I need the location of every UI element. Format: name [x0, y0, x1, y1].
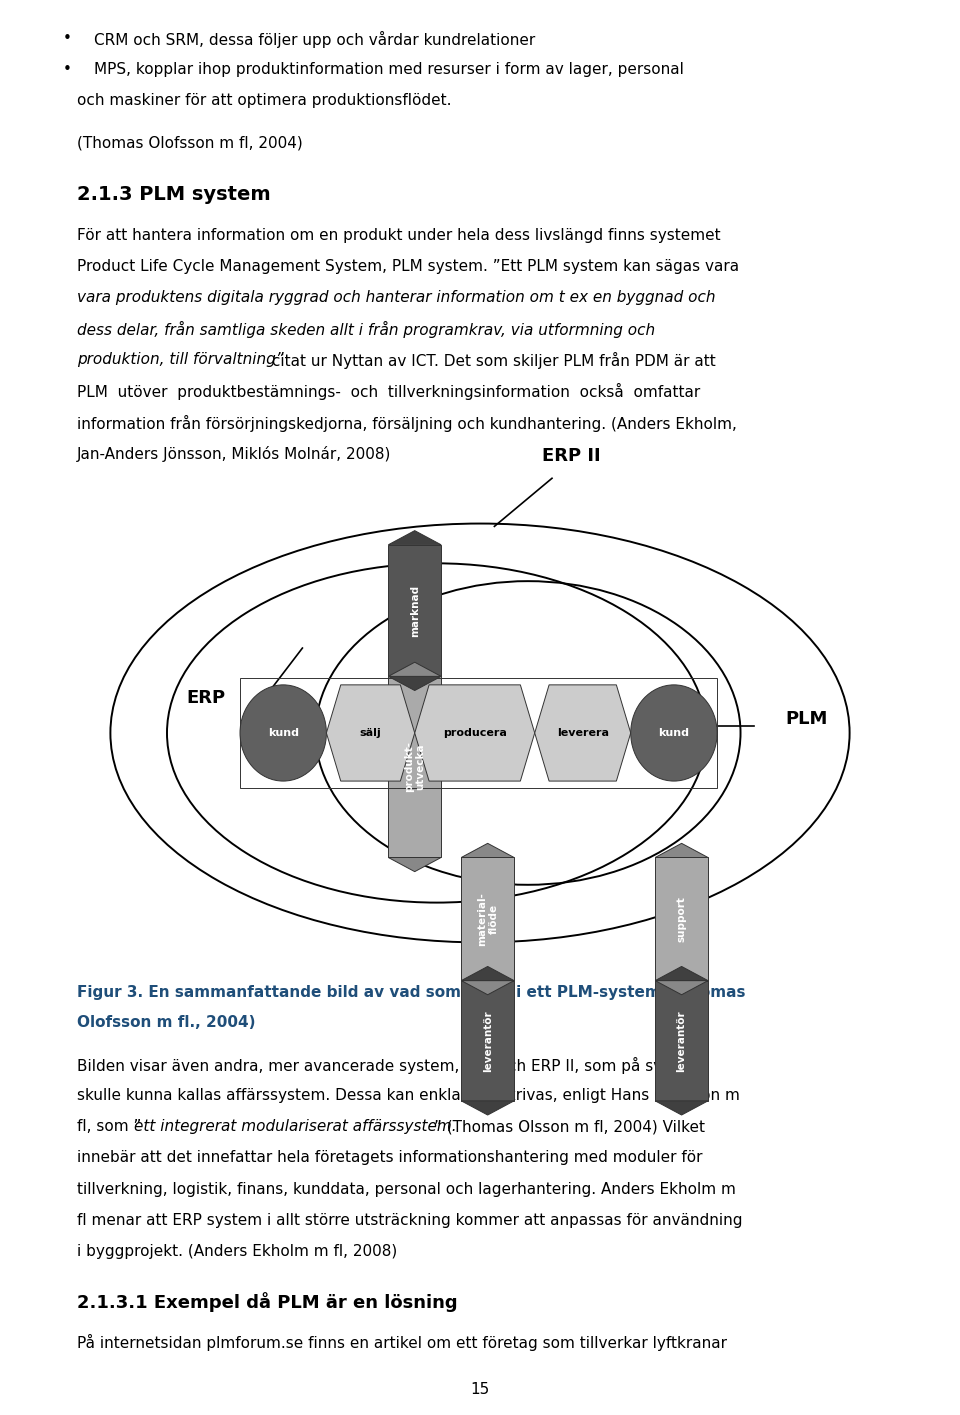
Text: kund: kund: [268, 727, 299, 739]
Text: •: •: [62, 31, 71, 47]
Polygon shape: [461, 843, 514, 857]
Text: Figur 3. En sammanfattande bild av vad som ingår i ett PLM-system. (Thomas: Figur 3. En sammanfattande bild av vad s…: [77, 983, 745, 1000]
Text: fl menar att ERP system i allt större utsträckning kommer att anpassas för använ: fl menar att ERP system i allt större ut…: [77, 1213, 742, 1228]
Polygon shape: [461, 1101, 514, 1115]
FancyBboxPatch shape: [461, 981, 514, 1101]
FancyBboxPatch shape: [388, 676, 441, 857]
Text: marknad: marknad: [410, 584, 420, 637]
Text: Olofsson m fl., 2004): Olofsson m fl., 2004): [77, 1015, 255, 1030]
Text: 2.1.3 PLM system: 2.1.3 PLM system: [77, 185, 271, 204]
Polygon shape: [388, 662, 442, 676]
Polygon shape: [388, 531, 442, 545]
Text: PLM  utöver  produktbestämnings-  och  tillverkningsinformation  också  omfattar: PLM utöver produktbestämnings- och tillv…: [77, 383, 700, 400]
Polygon shape: [535, 685, 631, 781]
Polygon shape: [655, 966, 708, 981]
Text: leverera: leverera: [557, 727, 609, 739]
Text: producera: producera: [443, 727, 507, 739]
Text: leverantör: leverantör: [483, 1010, 492, 1071]
Text: Bilden visar även andra, mer avancerade system, ERP och ERP II, som på svenska: Bilden visar även andra, mer avancerade …: [77, 1057, 708, 1074]
Text: PLM: PLM: [785, 710, 828, 727]
Text: material-
flöde: material- flöde: [477, 891, 498, 947]
Text: skulle kunna kallas affärssystem. Dessa kan enklast beskrivas, enligt Hans Olofs: skulle kunna kallas affärssystem. Dessa …: [77, 1088, 739, 1104]
Text: Jan-Anders Jönsson, Miklós Molnár, 2008): Jan-Anders Jönsson, Miklós Molnár, 2008): [77, 446, 391, 461]
FancyBboxPatch shape: [655, 857, 708, 981]
Text: produkt-
utvecka: produkt- utvecka: [404, 741, 425, 792]
Polygon shape: [461, 981, 514, 995]
Text: produktion, till förvaltning”: produktion, till förvaltning”: [77, 352, 283, 368]
Text: innebär att det innefattar hela företagets informationshantering med moduler för: innebär att det innefattar hela företage…: [77, 1150, 703, 1166]
Text: ERP: ERP: [187, 689, 226, 706]
Polygon shape: [461, 966, 514, 981]
Text: citat ur Nyttan av ICT. Det som skiljer PLM från PDM är att: citat ur Nyttan av ICT. Det som skiljer …: [267, 352, 715, 369]
Text: och maskiner för att optimera produktionsflödet.: och maskiner för att optimera produktion…: [77, 93, 451, 109]
Text: fl, som ”: fl, som ”: [77, 1119, 141, 1135]
Polygon shape: [655, 843, 708, 857]
Text: vara produktens digitala ryggrad och hanterar information om t ex en byggnad och: vara produktens digitala ryggrad och han…: [77, 290, 715, 306]
Text: MPS, kopplar ihop produktinformation med resurser i form av lager, personal: MPS, kopplar ihop produktinformation med…: [94, 62, 684, 78]
Text: information från försörjningskedjorna, försäljning och kundhantering. (Anders Ek: information från försörjningskedjorna, f…: [77, 415, 736, 432]
Text: •: •: [62, 62, 71, 78]
Text: support: support: [677, 896, 686, 942]
FancyBboxPatch shape: [655, 981, 708, 1101]
FancyBboxPatch shape: [461, 857, 514, 981]
Text: dess delar, från samtliga skeden allt i från programkrav, via utformning och: dess delar, från samtliga skeden allt i …: [77, 321, 655, 338]
Text: ett integrerat modulariserat affärssystem.: ett integrerat modulariserat affärssyste…: [134, 1119, 457, 1135]
Text: sälj: sälj: [360, 727, 381, 739]
Text: 15: 15: [470, 1382, 490, 1397]
Text: kund: kund: [659, 727, 689, 739]
Text: På internetsidan plmforum.se finns en artikel om ett företag som tillverkar lyft: På internetsidan plmforum.se finns en ar…: [77, 1334, 727, 1351]
Ellipse shape: [631, 685, 717, 781]
Polygon shape: [655, 1101, 708, 1115]
Text: i byggprojekt. (Anders Ekholm m fl, 2008): i byggprojekt. (Anders Ekholm m fl, 2008…: [77, 1244, 397, 1259]
FancyBboxPatch shape: [388, 545, 441, 676]
Polygon shape: [388, 676, 442, 691]
Text: För att hantera information om en produkt under hela dess livslängd finns system: För att hantera information om en produk…: [77, 228, 720, 243]
Text: leverantör: leverantör: [677, 1010, 686, 1071]
Ellipse shape: [240, 685, 326, 781]
Text: CRM och SRM, dessa följer upp och vårdar kundrelationer: CRM och SRM, dessa följer upp och vårdar…: [94, 31, 536, 48]
Text: 2.1.3.1 Exempel då PLM är en lösning: 2.1.3.1 Exempel då PLM är en lösning: [77, 1292, 457, 1312]
Text: (Thomas Olofsson m fl, 2004): (Thomas Olofsson m fl, 2004): [77, 136, 302, 151]
Polygon shape: [415, 685, 535, 781]
Polygon shape: [388, 857, 442, 872]
Polygon shape: [326, 685, 415, 781]
Polygon shape: [655, 981, 708, 995]
Text: Product Life Cycle Management System, PLM system. ”Ett PLM system kan sägas vara: Product Life Cycle Management System, PL…: [77, 259, 739, 275]
Text: tillverkning, logistik, finans, kunddata, personal och lagerhantering. Anders Ek: tillverkning, logistik, finans, kunddata…: [77, 1182, 735, 1197]
Text: ” (Thomas Olsson m fl, 2004) Vilket: ” (Thomas Olsson m fl, 2004) Vilket: [434, 1119, 705, 1135]
Text: ERP II: ERP II: [541, 447, 601, 464]
